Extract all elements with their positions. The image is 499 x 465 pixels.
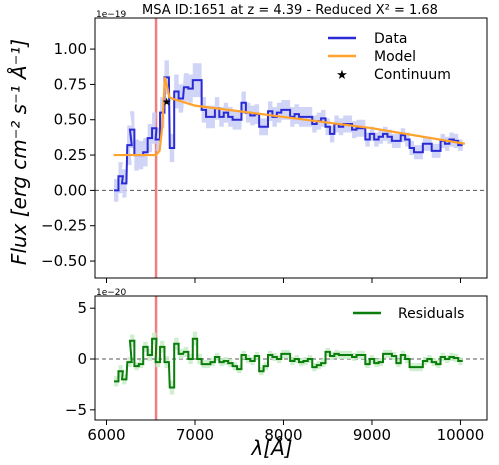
- y-axis-label: Flux [erg cm⁻² s⁻¹ Å⁻¹]: [7, 39, 31, 265]
- spectrum-panel: ★ −0.50 −0.25 0.00 0.25 0.50 0.75 1.00: [41, 17, 488, 283]
- legend-continuum-star-icon: ★: [336, 68, 348, 83]
- y-tick-label: 1.00: [54, 40, 87, 58]
- continuum-marker: ★: [162, 95, 172, 108]
- series-residuals-line: [114, 337, 463, 389]
- y-tick-label: 0.25: [54, 146, 87, 164]
- legend-continuum-label: Continuum: [374, 67, 451, 83]
- legend-data-label: Data: [374, 31, 407, 47]
- y-tick-label: 5: [77, 299, 87, 317]
- y-tick-label: −5: [65, 401, 87, 419]
- x-tick-label: 10000: [437, 426, 485, 444]
- bottom-offset-label: 1e−20: [96, 288, 127, 298]
- y-tick-label: 0.75: [54, 75, 87, 93]
- chart-title: MSA ID:1651 at z = 4.39 - Reduced X² = 1…: [142, 3, 438, 18]
- x-tick-label: 8000: [264, 426, 302, 444]
- series-model-line: [113, 77, 466, 157]
- x-tick-label: 6000: [87, 426, 125, 444]
- y-tick-label: 0.00: [54, 181, 87, 199]
- y-tick-label: 0.50: [54, 111, 87, 129]
- x-tick-label: 7000: [176, 426, 214, 444]
- y-tick-label: −0.50: [41, 252, 87, 270]
- residuals-legend: Residuals: [353, 306, 464, 322]
- residuals-axes-frame: [94, 295, 488, 421]
- series-data-line: [114, 76, 463, 192]
- legend-residuals-label: Residuals: [398, 306, 464, 322]
- y-tick-label: 0: [77, 350, 87, 368]
- legend-model-label: Model: [374, 49, 416, 65]
- spectrum-axes-frame: [94, 17, 488, 279]
- x-axis-label: λ[Å]: [250, 436, 292, 460]
- top-offset-label: 1e−19: [96, 10, 127, 20]
- x-tick-label: 9000: [353, 426, 391, 444]
- spectrum-legend: Data Model ★ Continuum: [328, 31, 451, 83]
- y-tick-label: −0.25: [41, 217, 87, 235]
- residuals-panel: −5 0 5 6000 7000 8000 9000 10000: [65, 295, 488, 444]
